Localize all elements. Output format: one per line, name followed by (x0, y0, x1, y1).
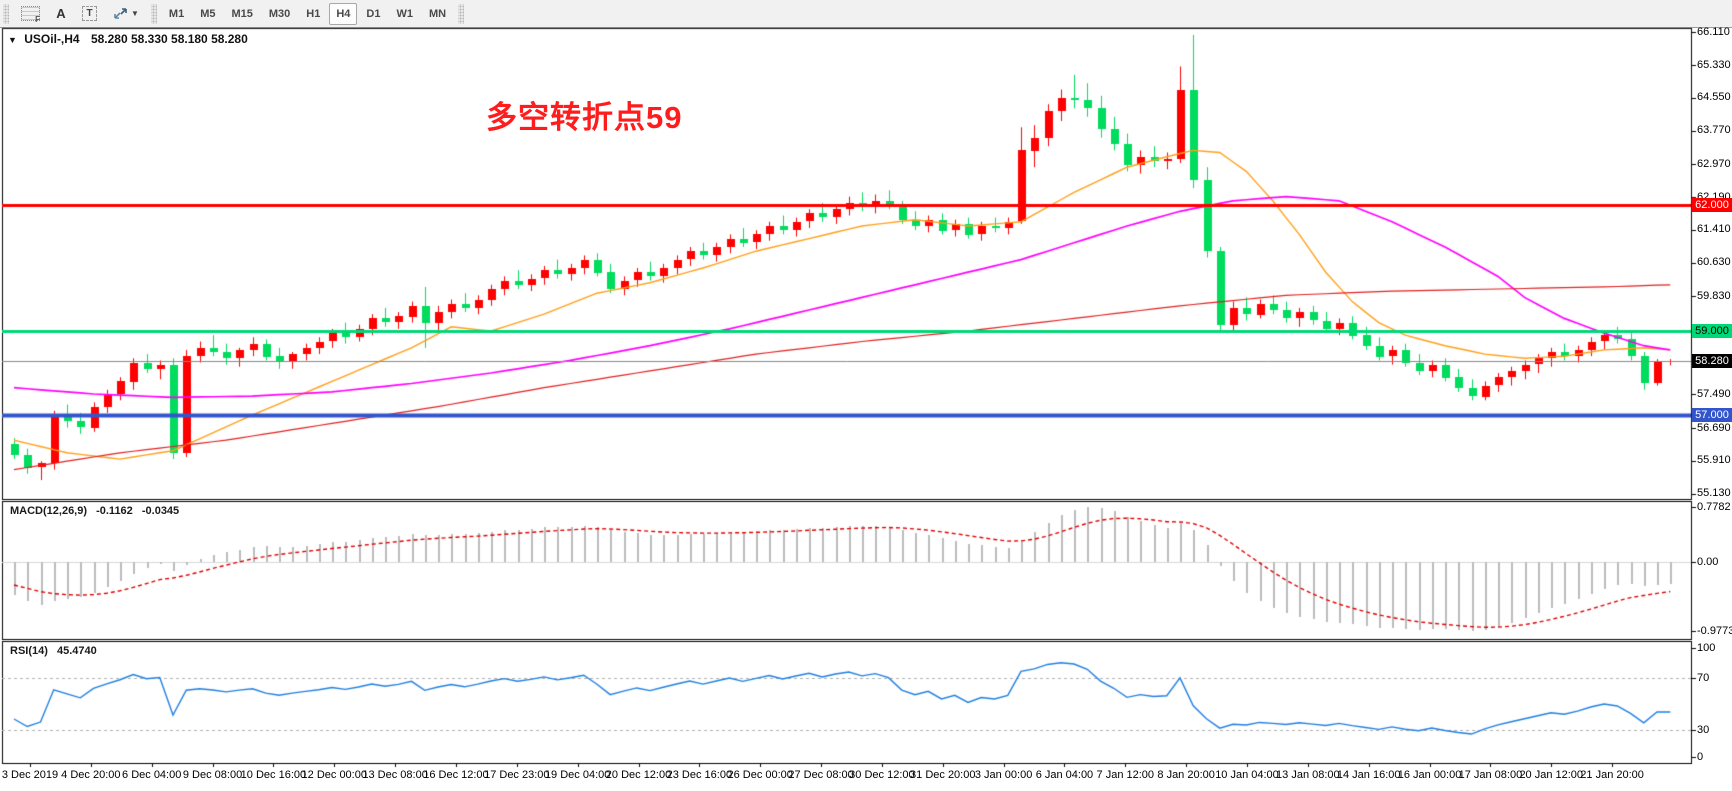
time-axis-label: 23 Dec 16:00 (666, 769, 733, 781)
ohlc-readout: 58.280 58.330 58.180 58.280 (90, 32, 248, 46)
price-level-tag-58.280[interactable]: 58.280 (1692, 354, 1732, 369)
time-axis-label: 26 Dec 00:00 (727, 769, 793, 781)
macd-tick-label: 0.7782 (1697, 500, 1731, 513)
time-axis-label: 3 Jan 00:00 (974, 769, 1033, 781)
price-tick-label: 60.630 (1697, 256, 1731, 269)
time-axis-label: 20 Dec 12:00 (605, 769, 672, 781)
time-axis-label: 12 Dec 00:00 (301, 769, 367, 781)
price-tick-label: 64.550 (1697, 91, 1731, 104)
rsi-tick-label: 30 (1697, 723, 1710, 736)
chart-title: ▼ USOil-,H4 58.280 58.330 58.180 58.280 (8, 32, 248, 46)
price-tick-label: 63.770 (1697, 124, 1731, 137)
time-axis-label: 14 Jan 16:00 (1336, 769, 1401, 781)
time-axis-label: 13 Jan 08:00 (1276, 769, 1340, 781)
time-axis-label: 31 Dec 20:00 (910, 769, 976, 781)
rsi-tick-label: 0 (1697, 750, 1704, 763)
time-axis-label: 30 Dec 12:00 (849, 769, 915, 781)
price-tick-label: 59.830 (1697, 289, 1731, 302)
time-axis-label: 21 Jan 20:00 (1580, 769, 1644, 781)
macd-name: MACD(12,26,9) (10, 505, 88, 517)
chart-menu-caret-icon[interactable]: ▼ (8, 35, 17, 45)
time-axis-label: 6 Jan 04:00 (1035, 769, 1094, 781)
macd-tick-label: 0.00 (1697, 555, 1719, 568)
rsi-value: 45.4740 (56, 645, 97, 657)
time-axis-label: 8 Jan 20:00 (1157, 769, 1215, 781)
rsi-indicator-label: RSI(14) 45.4740 (10, 645, 97, 657)
time-axis-label: 10 Dec 16:00 (240, 769, 307, 781)
price-level-tag-59.000[interactable]: 59.000 (1692, 324, 1732, 338)
price-tick-label: 61.410 (1697, 223, 1731, 236)
price-level-tag-62.000[interactable]: 62.000 (1692, 198, 1732, 212)
macd-indicator-label: MACD(12,26,9) -0.1162 -0.0345 (10, 505, 179, 517)
time-axis-label: 19 Dec 04:00 (544, 769, 611, 781)
time-axis-label: 4 Dec 20:00 (61, 769, 121, 781)
price-tick-label: 65.330 (1697, 58, 1731, 71)
price-tick-label: 57.490 (1697, 387, 1731, 400)
time-axis-label: 3 Dec 2019 (1, 769, 59, 781)
time-axis-label: 16 Dec 12:00 (423, 769, 489, 781)
price-tick-label: 55.130 (1697, 487, 1731, 500)
rsi-name: RSI(14) (10, 645, 48, 657)
price-level-tag-57.000[interactable]: 57.000 (1692, 408, 1732, 422)
time-axis-label: 17 Jan 08:00 (1458, 769, 1523, 781)
time-axis-label: 9 Dec 08:00 (182, 769, 243, 781)
rsi-tick-label: 70 (1697, 671, 1710, 684)
time-axis-label: 17 Dec 23:00 (484, 769, 550, 781)
time-axis-label: 10 Jan 04:00 (1215, 769, 1279, 781)
time-axis-label: 27 Dec 08:00 (788, 769, 854, 781)
price-tick-label: 62.970 (1697, 157, 1731, 170)
macd-tick-label: -0.9773 (1697, 624, 1732, 637)
time-axis-label: 13 Dec 08:00 (362, 769, 428, 781)
price-tick-label: 66.110 (1697, 25, 1730, 38)
price-tick-label: 56.690 (1697, 421, 1731, 434)
time-axis-label: 7 Jan 12:00 (1096, 769, 1155, 781)
time-axis-label: 16 Jan 00:00 (1397, 769, 1462, 781)
symbol-label: USOil-,H4 (24, 32, 80, 46)
macd-value: -0.1162 (96, 505, 133, 517)
rsi-tick-label: 100 (1697, 641, 1716, 654)
chart-annotation-text[interactable]: 多空转折点59 (486, 100, 683, 135)
time-axis-label: 20 Jan 12:00 (1519, 769, 1584, 781)
macd-signal-value: -0.0345 (141, 505, 180, 517)
price-tick-label: 55.910 (1697, 454, 1731, 467)
time-axis-label: 6 Dec 04:00 (122, 769, 182, 781)
